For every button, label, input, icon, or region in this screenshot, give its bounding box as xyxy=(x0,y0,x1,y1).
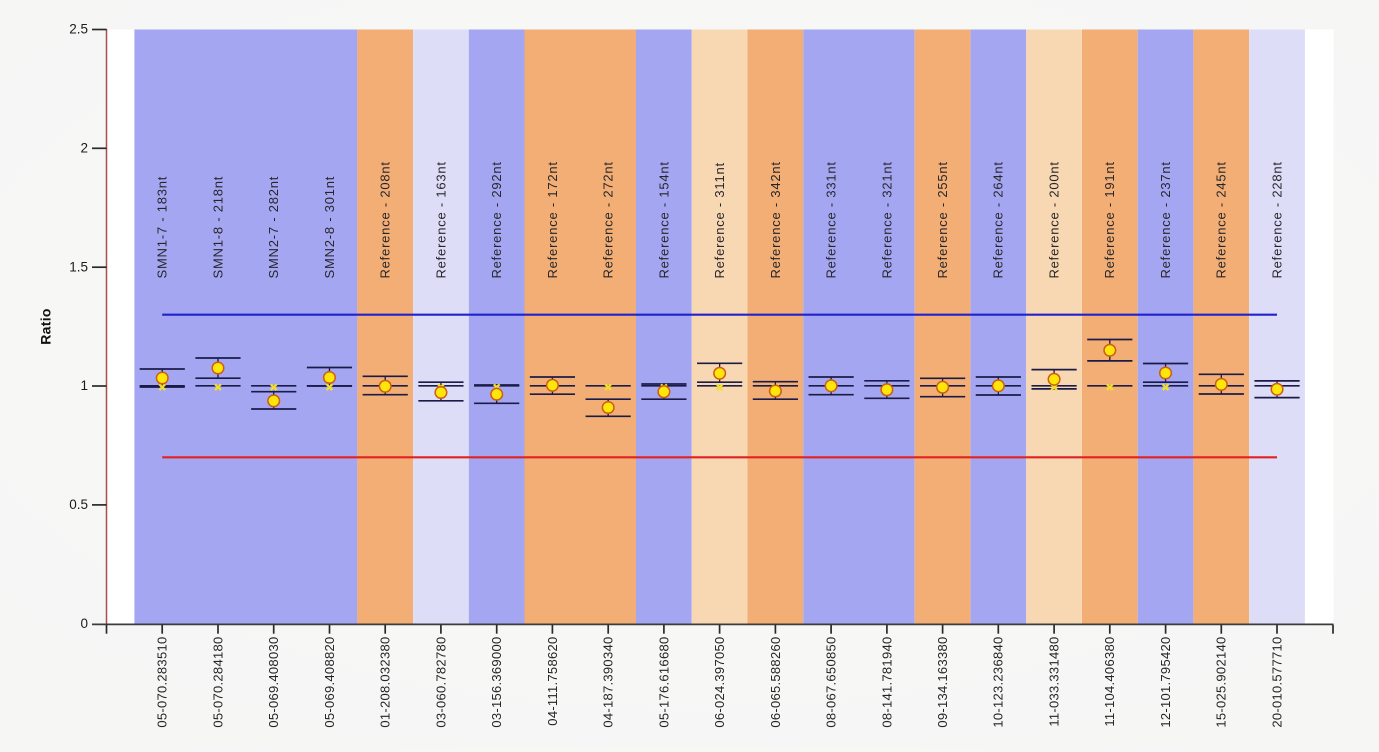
svg-text:05-069.408820: 05-069.408820 xyxy=(322,637,337,728)
svg-text:Reference - 163nt: Reference - 163nt xyxy=(433,161,448,278)
svg-text:1.5: 1.5 xyxy=(69,259,88,274)
svg-text:SMN2-7 - 282nt: SMN2-7 - 282nt xyxy=(266,176,281,279)
svg-text:08-141.781940: 08-141.781940 xyxy=(879,637,894,728)
svg-text:Reference - 208nt: Reference - 208nt xyxy=(378,161,393,278)
svg-text:Reference - 311nt: Reference - 311nt xyxy=(712,162,727,278)
svg-text:11-104.406380: 11-104.406380 xyxy=(1102,637,1117,727)
svg-text:05-070.284180: 05-070.284180 xyxy=(210,637,225,728)
svg-text:SMN2-8 - 301nt: SMN2-8 - 301nt xyxy=(322,176,337,279)
svg-text:08-067.650850: 08-067.650850 xyxy=(824,637,839,728)
svg-text:SMN1-8 - 218nt: SMN1-8 - 218nt xyxy=(210,176,225,279)
svg-text:05-070.283510: 05-070.283510 xyxy=(155,637,170,728)
svg-text:2: 2 xyxy=(80,141,88,156)
svg-text:04-111.758620: 04-111.758620 xyxy=(545,637,560,726)
svg-text:Reference - 255nt: Reference - 255nt xyxy=(935,161,950,278)
svg-text:0: 0 xyxy=(80,616,88,631)
svg-text:Reference - 228nt: Reference - 228nt xyxy=(1269,161,1284,278)
svg-text:Reference - 292nt: Reference - 292nt xyxy=(489,161,504,278)
svg-text:12-101.795420: 12-101.795420 xyxy=(1158,637,1173,728)
svg-text:Ratio: Ratio xyxy=(37,308,53,345)
svg-text:Reference - 245nt: Reference - 245nt xyxy=(1214,161,1229,278)
svg-text:06-024.397050: 06-024.397050 xyxy=(712,637,727,728)
svg-text:10-123.236840: 10-123.236840 xyxy=(991,637,1006,728)
svg-text:09-134.163380: 09-134.163380 xyxy=(935,637,950,728)
svg-text:Reference - 272nt: Reference - 272nt xyxy=(601,161,616,278)
svg-text:1: 1 xyxy=(80,378,88,393)
svg-text:03-060.782780: 03-060.782780 xyxy=(433,637,448,728)
svg-text:04-187.390340: 04-187.390340 xyxy=(601,637,616,728)
svg-text:0.5: 0.5 xyxy=(69,497,88,512)
svg-text:Reference - 321nt: Reference - 321nt xyxy=(879,161,894,278)
svg-text:05-069.408030: 05-069.408030 xyxy=(266,637,281,728)
svg-text:Reference - 154nt: Reference - 154nt xyxy=(656,161,671,278)
svg-text:11-033.331480: 11-033.331480 xyxy=(1047,637,1062,727)
svg-text:06-065.588260: 06-065.588260 xyxy=(768,637,783,728)
svg-text:Reference - 264nt: Reference - 264nt xyxy=(991,161,1006,278)
svg-text:Reference - 191nt: Reference - 191nt xyxy=(1102,161,1117,278)
svg-text:Reference - 331nt: Reference - 331nt xyxy=(824,161,839,278)
svg-text:01-208.032380: 01-208.032380 xyxy=(378,637,393,728)
svg-text:05-176.616680: 05-176.616680 xyxy=(656,637,671,728)
svg-text:15-025.902140: 15-025.902140 xyxy=(1214,637,1229,728)
svg-text:Reference - 172nt: Reference - 172nt xyxy=(545,161,560,278)
svg-text:Reference - 342nt: Reference - 342nt xyxy=(768,161,783,278)
svg-text:Reference - 237nt: Reference - 237nt xyxy=(1158,161,1173,278)
svg-text:2.5: 2.5 xyxy=(69,22,88,37)
svg-text:Reference - 200nt: Reference - 200nt xyxy=(1047,161,1062,278)
svg-text:SMN1-7 - 183nt: SMN1-7 - 183nt xyxy=(155,176,170,279)
svg-text:20-010.577710: 20-010.577710 xyxy=(1269,637,1284,728)
svg-text:03-156.369000: 03-156.369000 xyxy=(489,637,504,728)
